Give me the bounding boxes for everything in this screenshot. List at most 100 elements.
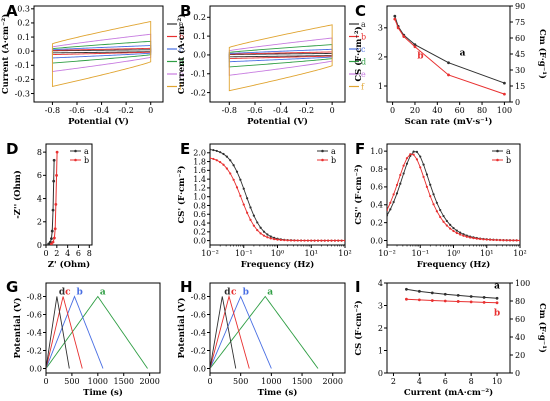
data-point-b [313, 239, 316, 242]
y-tick-label: 0.0 [29, 364, 42, 373]
data-point-a [229, 159, 232, 162]
data-point-a [429, 183, 432, 186]
data-point-a [399, 182, 402, 185]
panel-letter: B [180, 2, 191, 20]
y-tick-label: 1.4 [193, 175, 206, 184]
x-axis-label: Potential (V) [247, 116, 308, 127]
data-point-a [52, 179, 56, 183]
x-tick-label: 0 [207, 377, 212, 386]
data-point-b [252, 224, 255, 227]
legend-marker-a [74, 149, 77, 153]
x-tick-label: -0.8 [45, 106, 60, 115]
y-axis-label: CS (F·cm⁻²) [353, 300, 364, 355]
y-axis-label: CS'' (F·cm⁻²) [353, 164, 364, 224]
data-point-b [503, 92, 506, 96]
panel-E: E10⁻² 10⁻¹ 10⁰ 10¹ 10²0.00.20.40.60.81.01.21… [176, 140, 352, 270]
data-point-b [402, 35, 406, 38]
x-tick-label: -0.4 [94, 106, 109, 115]
data-point-b [52, 236, 56, 240]
data-point-a [447, 61, 450, 65]
plot-area [47, 150, 59, 245]
y-tick-label: 1 [378, 346, 383, 355]
series-line-d [46, 296, 70, 369]
plot-area [51, 20, 152, 88]
x-tick-label: 2000 [139, 377, 159, 386]
data-point-a [225, 155, 228, 158]
x-tick-label: 2 [391, 377, 396, 386]
data-point-a [392, 200, 395, 204]
y-tick-label: 0.0 [17, 47, 30, 56]
data-point-b [276, 238, 279, 241]
x-tick-label: 4 [417, 377, 422, 386]
y-tick-label: 0.1 [193, 32, 206, 41]
x-tick-label: 10¹ [305, 249, 318, 258]
y-tick-label: 1 [378, 82, 383, 91]
data-point-a [412, 150, 415, 153]
legend-marker-b [321, 158, 324, 162]
plot-area [405, 287, 499, 305]
data-point-b [246, 211, 249, 214]
data-point-b [396, 26, 400, 30]
data-point-b [323, 239, 326, 242]
x-tick-label: 1500 [292, 377, 312, 386]
x-tick-label: 500 [64, 377, 79, 386]
x-tick-label: 1000 [88, 377, 108, 386]
data-point-b [387, 208, 389, 212]
series-label-c: c [65, 288, 71, 298]
data-point-b [475, 237, 478, 240]
axis-frame [386, 5, 511, 103]
panel-A: A -0.8 -0.6 -0.4 -0.2 0 -0.3 -0.2 -0.1 0.0 0.1 0.2 0… [0, 2, 184, 127]
y-tick-label: -0.2 [191, 346, 206, 355]
y-tick-label: 3 [378, 24, 383, 33]
legend-label-c: c [179, 45, 184, 54]
data-point-a [242, 187, 245, 190]
data-point-b [320, 239, 323, 242]
data-point-b [472, 237, 475, 240]
data-point-b [306, 239, 309, 242]
y-tick-label: 2.0 [193, 149, 206, 158]
legend-label-b: b [179, 33, 184, 42]
data-point-b [405, 157, 409, 160]
panel-letter: C [355, 2, 366, 20]
y2-tick-label: 40 [515, 333, 525, 342]
series-line-a [46, 295, 148, 369]
x-tick-label: 1000 [261, 377, 281, 386]
data-point-a [387, 214, 389, 217]
data-point-a [442, 214, 445, 218]
axis-frame [386, 282, 511, 374]
x-tick-label: 40 [432, 106, 442, 115]
data-point-a [452, 226, 455, 230]
x-tick-label: 10 [492, 377, 502, 386]
panel-letter: A [6, 2, 18, 20]
y-tick-label: 2 [37, 218, 42, 227]
data-point-b [300, 239, 303, 242]
data-point-b [266, 236, 269, 239]
series-line-a [406, 288, 498, 299]
series-label-c: c [231, 288, 237, 298]
y-axis-label: Potential (V) [176, 298, 187, 359]
data-point-b [447, 73, 450, 77]
data-point-b [425, 185, 428, 188]
series-label-d: d [59, 288, 66, 298]
series-label-a: a [100, 288, 106, 298]
y-tick-label: 0.0 [193, 364, 206, 373]
series-line-a [394, 16, 505, 84]
y-tick-label: -0.1 [191, 70, 206, 79]
data-point-b [55, 150, 59, 154]
series-line-b [406, 298, 498, 304]
data-point-b [269, 237, 272, 240]
data-point-b [485, 238, 488, 241]
y2-tick-label: 100 [515, 279, 530, 288]
data-point-b [456, 300, 460, 303]
legend-label-e: e [179, 70, 184, 79]
series-line-d [210, 296, 237, 369]
data-point-b [235, 186, 239, 189]
series-line-b [46, 295, 104, 369]
axis-frame [209, 282, 346, 374]
y-tick-label: 0.3 [17, 5, 30, 14]
data-point-a [269, 235, 272, 238]
y-tick-label: -0.3 [15, 89, 30, 98]
data-point-b [495, 238, 498, 242]
data-point-b [296, 239, 299, 242]
